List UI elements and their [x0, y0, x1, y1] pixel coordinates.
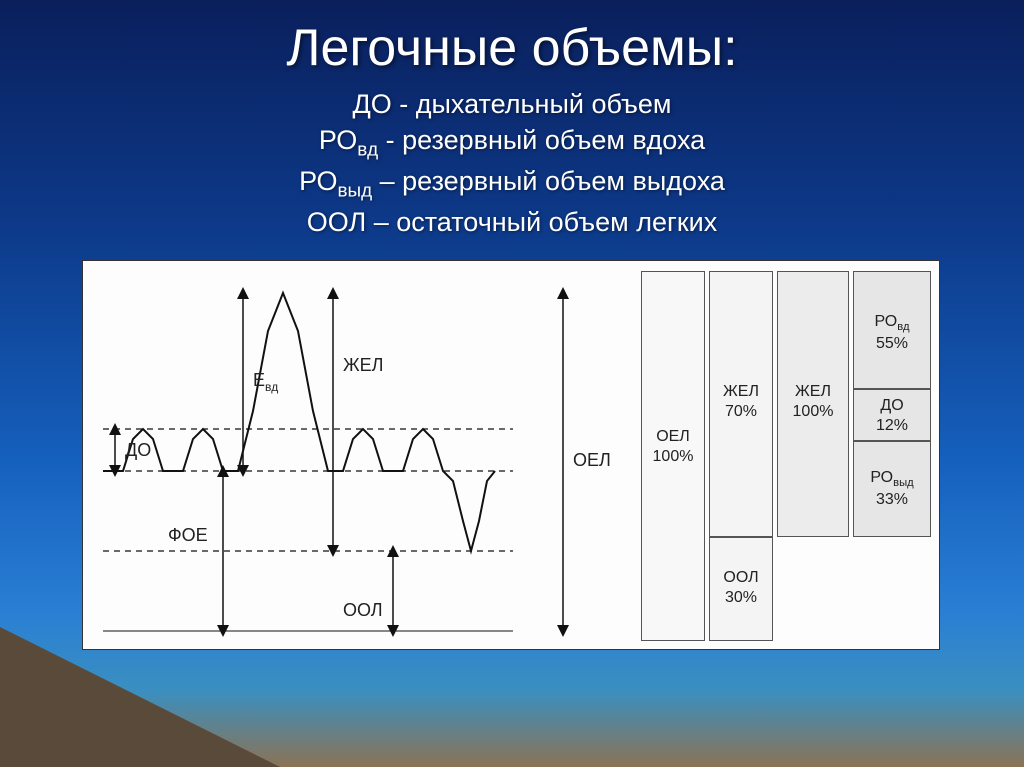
spirogram-curve — [103, 293, 495, 551]
col-label-text: ЖЕЛ — [795, 383, 831, 400]
do-label: ДО — [125, 440, 151, 460]
legend-desc: – остаточный объем легких — [366, 207, 717, 237]
page-title: Легочные объемы: — [0, 0, 1024, 78]
col-label-text: РО — [874, 313, 897, 330]
col-label-text: ООЛ — [723, 569, 758, 586]
col-zhel-100: ЖЕЛ 100% — [777, 271, 849, 537]
col-ro-vd: РОвд 55% — [853, 271, 931, 389]
col-pct: 70% — [725, 403, 757, 420]
spirogram-chart: ДО Евд ЖЕЛ ФОЕ ООЛ ОЕЛ — [93, 271, 633, 641]
legend-abbr: ООЛ — [307, 207, 366, 237]
legend-desc: - резервный объем вдоха — [378, 125, 705, 155]
legend-line-3: РОвыд – резервный объем выдоха — [0, 163, 1024, 204]
col-pct: 33% — [876, 491, 908, 508]
legend-desc: - дыхательный объем — [392, 89, 672, 119]
col-pct: 100% — [653, 448, 694, 465]
legend-sub: выд — [338, 181, 373, 202]
col-label-sub: вд — [897, 321, 909, 333]
col-ro-vyd: РОвыд 33% — [853, 441, 931, 537]
diagram-box: ДО Евд ЖЕЛ ФОЕ ООЛ ОЕЛ ОЕЛ 100% ЖЕЛ — [82, 260, 940, 650]
legend-block: ДО - дыхательный объем РОвд - резервный … — [0, 86, 1024, 241]
volume-columns: ОЕЛ 100% ЖЕЛ 70% ООЛ 30% ЖЕЛ 100% — [641, 271, 933, 641]
col-zhel-70: ЖЕЛ 70% — [709, 271, 773, 537]
col-label-sub: выд — [893, 477, 914, 489]
legend-desc: – резервный объем выдоха — [372, 166, 725, 196]
col-pct: 55% — [876, 335, 908, 352]
foe-label: ФОЕ — [168, 525, 208, 545]
legend-line-2: РОвд - резервный объем вдоха — [0, 122, 1024, 163]
col-oel: ОЕЛ 100% — [641, 271, 705, 641]
legend-abbr: РО — [299, 166, 337, 196]
ool-label: ООЛ — [343, 600, 383, 620]
col-do: ДО 12% — [853, 389, 931, 441]
legend-sub: вд — [357, 140, 378, 161]
legend-abbr: РО — [319, 125, 357, 155]
col-pct: 100% — [793, 403, 834, 420]
legend-line-4: ООЛ – остаточный объем легких — [0, 204, 1024, 240]
legend-abbr: ДО — [352, 89, 391, 119]
col-pct: 30% — [725, 589, 757, 606]
col-ool-30: ООЛ 30% — [709, 537, 773, 641]
col-label-text: ЖЕЛ — [723, 383, 759, 400]
col-label-text: ДО — [880, 397, 903, 414]
col-pct: 12% — [876, 417, 908, 434]
zhel-label: ЖЕЛ — [343, 355, 383, 375]
oel-label: ОЕЛ — [573, 450, 611, 470]
legend-line-1: ДО - дыхательный объем — [0, 86, 1024, 122]
col-label-text: РО — [870, 469, 893, 486]
col-label-text: ОЕЛ — [656, 428, 690, 445]
